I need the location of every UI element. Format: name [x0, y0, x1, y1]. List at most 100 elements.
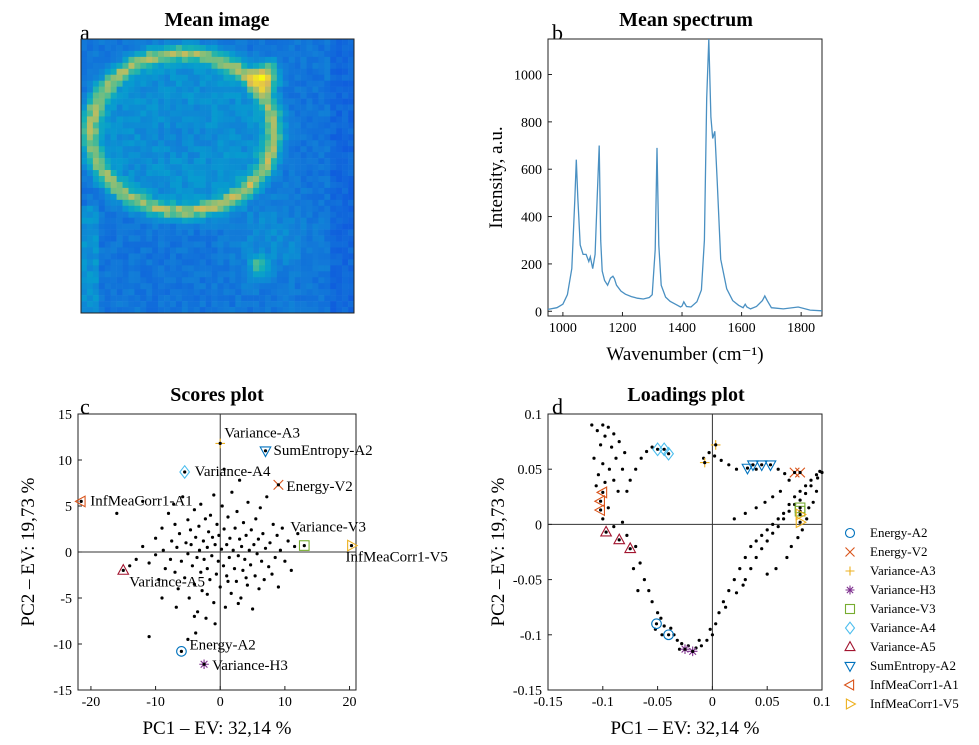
heatmap-cell — [158, 271, 165, 278]
heatmap-cell — [264, 140, 272, 147]
heatmap-cell — [312, 39, 319, 46]
heatmap-cell — [152, 116, 159, 123]
heatmap-cell — [276, 39, 284, 46]
heatmap-cell — [152, 241, 159, 248]
heatmap-cell — [348, 295, 355, 302]
heatmap-cell — [110, 176, 117, 183]
heatmap-cell — [211, 104, 218, 111]
heatmap-cell — [98, 50, 106, 58]
heatmap-cell — [241, 134, 248, 141]
heatmap-cell — [264, 158, 272, 165]
legend-label: Variance-A5 — [870, 639, 936, 654]
heatmap-cell — [92, 98, 100, 105]
heatmap-cell — [146, 86, 153, 93]
heatmap-cell — [146, 271, 153, 278]
heatmap-cell — [205, 199, 212, 207]
heatmap-cell — [235, 259, 242, 266]
heatmap-cell — [110, 229, 117, 236]
heatmap-cell — [92, 307, 100, 314]
loadings-ytick-label: -0.1 — [520, 629, 542, 644]
heatmap-cell — [276, 176, 284, 183]
heatmap-cell — [211, 62, 218, 70]
heatmap-cell — [312, 86, 319, 93]
heatmap-cell — [152, 193, 159, 201]
heatmap-cell — [306, 217, 313, 224]
heatmap-cell — [330, 271, 337, 278]
loadings-point — [717, 611, 721, 615]
heatmap-cell — [140, 283, 147, 290]
heatmap-cell — [270, 152, 278, 159]
heatmap-cell — [199, 86, 206, 93]
heatmap-cell — [318, 158, 325, 165]
heatmap-cell — [253, 128, 260, 135]
heatmap-cell — [342, 116, 349, 123]
heatmap-cell — [223, 217, 230, 224]
heatmap-cell — [104, 193, 111, 201]
heatmap-cell — [152, 223, 159, 230]
heatmap-cell — [348, 98, 355, 105]
heatmap-cell — [146, 283, 153, 290]
heatmap-cell — [288, 176, 295, 183]
heatmap-cell — [158, 62, 165, 70]
heatmap-cell — [330, 68, 337, 76]
heatmap-cell — [318, 229, 325, 236]
heatmap-cell — [152, 176, 159, 183]
scores-point — [166, 511, 171, 515]
heatmap-cell — [187, 307, 195, 314]
heatmap-cell — [342, 259, 349, 266]
loadings-point — [778, 489, 783, 493]
heatmap-cell — [110, 295, 117, 302]
heatmap-cell — [223, 92, 230, 99]
heatmap-cell — [324, 146, 331, 153]
heatmap-cell — [146, 44, 153, 52]
heatmap-cell — [223, 44, 230, 52]
heatmap-cell — [193, 134, 200, 141]
heatmap-cell — [122, 110, 129, 117]
heatmap-cell — [217, 253, 224, 260]
loadings-point — [607, 467, 612, 471]
heatmap-cell — [92, 271, 100, 278]
heatmap-cell — [193, 116, 200, 123]
heatmap-cell — [294, 62, 301, 70]
heatmap-cell — [81, 283, 88, 290]
heatmap-cell — [270, 44, 278, 52]
heatmap-cell — [318, 283, 325, 290]
heatmap-cell — [342, 277, 349, 284]
heatmap-cell — [294, 50, 301, 58]
heatmap-cell — [140, 39, 147, 46]
heatmap-cell — [306, 259, 313, 266]
heatmap-cell — [181, 56, 189, 64]
loadings-point — [793, 495, 797, 499]
heatmap-cell — [348, 104, 355, 111]
heatmap-cell — [104, 241, 111, 248]
heatmap-cell — [229, 199, 236, 207]
heatmap-cell — [140, 205, 147, 213]
heatmap-cell — [330, 283, 337, 290]
heatmap-cell — [116, 205, 123, 213]
heatmap-cell — [140, 104, 147, 111]
heatmap-cell — [211, 152, 218, 159]
heatmap-cell — [306, 122, 313, 129]
heatmap-cell — [116, 152, 123, 159]
heatmap-cell — [187, 104, 195, 111]
heatmap-cell — [146, 211, 153, 218]
heatmap-cell — [116, 301, 123, 308]
heatmap-cell — [170, 104, 177, 111]
heatmap-cell — [170, 128, 177, 135]
heatmap-cell — [294, 265, 301, 272]
heatmap-cell — [324, 193, 331, 201]
heatmap-cell — [140, 146, 147, 153]
heatmap-cell — [98, 295, 106, 302]
heatmap-cell — [270, 295, 278, 302]
heatmap-cell — [324, 205, 331, 213]
heatmap-cell — [294, 199, 301, 207]
loadings-point — [782, 517, 786, 521]
loadings-xtick-label: 0.1 — [813, 695, 831, 710]
heatmap-cell — [81, 62, 88, 70]
heatmap-cell — [247, 283, 254, 290]
heatmap-cell — [181, 128, 189, 135]
spectrum-ylabel: Intensity, a.u. — [486, 126, 507, 228]
heatmap-cell — [122, 104, 129, 111]
heatmap-cell — [259, 205, 266, 213]
heatmap-cell — [164, 301, 171, 308]
